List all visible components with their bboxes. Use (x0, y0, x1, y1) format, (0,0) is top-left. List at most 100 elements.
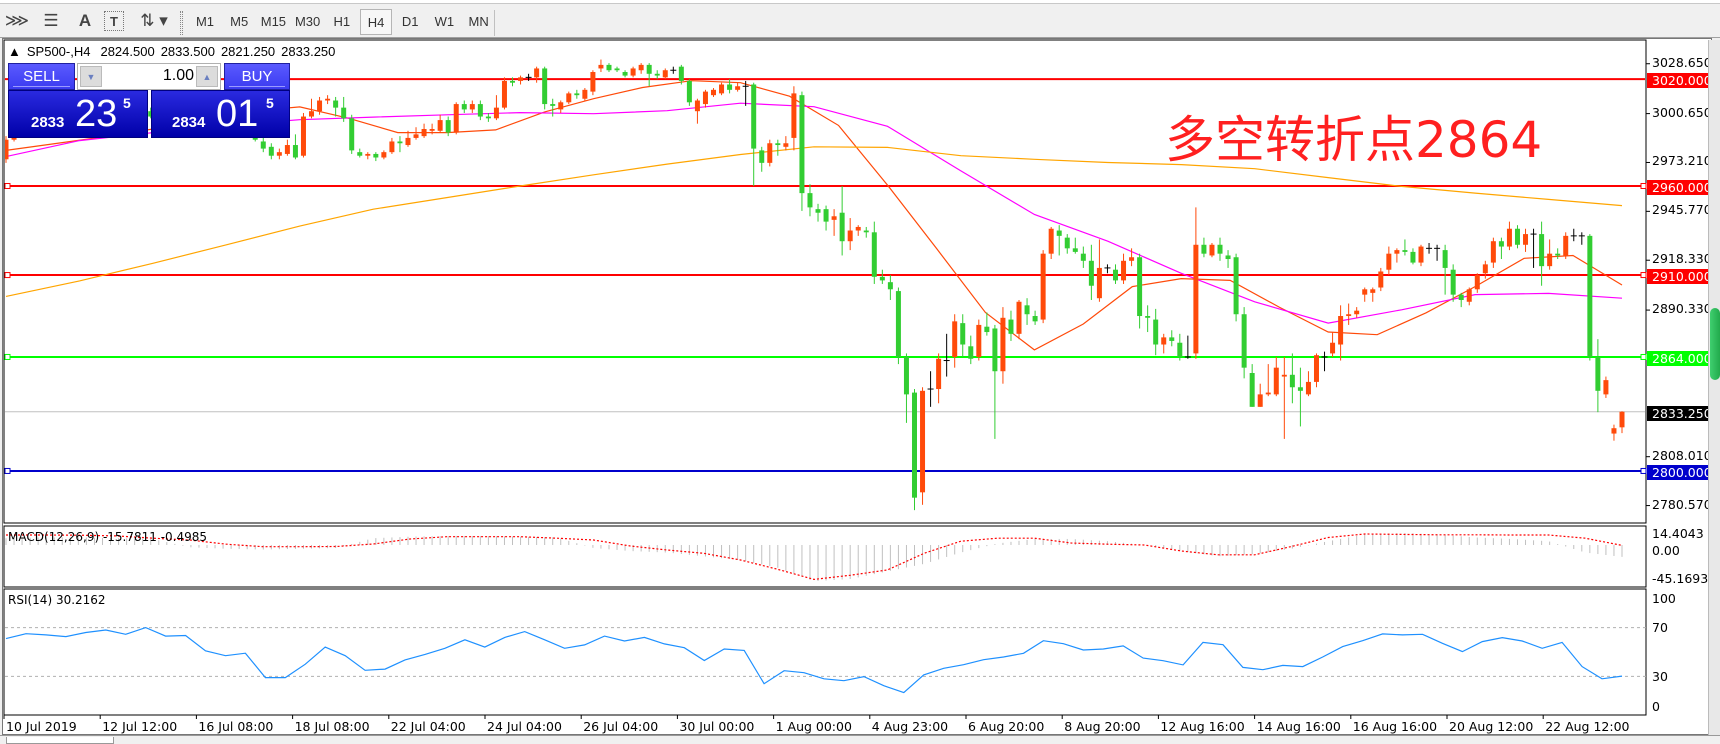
candle (984, 312, 990, 336)
candle (735, 82, 741, 92)
candle (630, 66, 636, 78)
macd-plot (5, 533, 1623, 581)
toolbar-grip[interactable] (180, 11, 183, 35)
text-label-icon[interactable]: T (104, 11, 124, 31)
timeframe-m1[interactable]: M1 (195, 14, 215, 29)
candle (622, 70, 628, 78)
candle-body (646, 64, 652, 74)
candle-body (887, 282, 893, 290)
elliott-wave-icon[interactable]: ⋙ (4, 11, 30, 30)
scrollbar-thumb[interactable] (1710, 308, 1720, 380)
candle (1072, 237, 1078, 254)
candle-body (847, 230, 853, 242)
time-axis-label: 26 Jul 04:00 (583, 719, 659, 734)
buy-button[interactable]: BUY (224, 63, 290, 90)
candle-body (614, 68, 620, 71)
price-axis-label: 2890.330 (1652, 301, 1712, 317)
lot-size-input[interactable]: 1.00 (162, 67, 194, 84)
buy-price-box[interactable]: 2834 01 5 (151, 90, 290, 138)
candle (1330, 332, 1336, 357)
candle (1514, 225, 1520, 249)
fibonacci-icon[interactable]: ☰ (43, 11, 59, 30)
candle-body (1241, 314, 1247, 368)
candle (381, 150, 387, 160)
candle-body (1402, 250, 1408, 252)
candle-body (727, 84, 733, 90)
candle (325, 95, 331, 105)
candle (268, 143, 274, 160)
vertical-scrollbar[interactable] (1708, 40, 1720, 735)
candle-body (1088, 260, 1094, 286)
time-axis-label: 8 Aug 20:00 (1064, 719, 1141, 734)
candle (1217, 237, 1223, 261)
candle-body (630, 68, 636, 76)
candle (694, 98, 700, 124)
macd-axis-label: 14.4043 (1652, 526, 1704, 541)
timeframe-m5[interactable]: M5 (230, 14, 249, 29)
candle-body (1289, 374, 1295, 388)
timeframe-d1[interactable]: D1 (401, 14, 419, 29)
collapse-triangle-icon[interactable]: ▲ (8, 44, 21, 59)
candle (887, 275, 893, 300)
candle (702, 89, 708, 108)
candle (413, 127, 419, 140)
timeframe-mn[interactable]: MN (468, 14, 489, 29)
line-anchor-handle (1640, 183, 1647, 189)
candle (469, 100, 475, 113)
rsi-axis-label: 70 (1652, 620, 1668, 635)
candle (349, 114, 355, 154)
lot-size-stepper[interactable]: ▼ 1.00 ▲ (77, 63, 221, 90)
candle (839, 186, 845, 256)
candle (1096, 239, 1102, 302)
arrows-dropdown-icon[interactable]: ⇅ ▾ (140, 11, 168, 30)
candle-body (1305, 381, 1311, 395)
candle (397, 136, 403, 153)
decrease-lot-icon[interactable]: ▼ (80, 66, 102, 87)
timeframe-h4[interactable]: H4 (360, 9, 392, 35)
line-anchor-handle (1640, 467, 1647, 474)
sell-button[interactable]: SELL (8, 63, 75, 90)
candle-body (1153, 319, 1159, 345)
candle-body (349, 118, 355, 151)
candle (333, 96, 339, 117)
timeframe-w1[interactable]: W1 (434, 14, 455, 29)
timeframe-h1[interactable]: H1 (333, 14, 351, 29)
candle-body (534, 68, 540, 78)
price-axis-label: 2945.770 (1652, 202, 1712, 218)
candle-body (493, 107, 499, 119)
candle-body (397, 141, 403, 144)
timeframe-m15[interactable]: M15 (260, 14, 287, 29)
increase-lot-icon[interactable]: ▲ (196, 66, 218, 87)
candle-body (1506, 228, 1512, 247)
candle-body (5, 139, 9, 160)
candle-body (300, 116, 306, 156)
candle-body (365, 153, 371, 156)
candle-body (606, 64, 612, 71)
candle (1482, 260, 1488, 279)
text-icon[interactable]: A (78, 11, 92, 30)
candle (1169, 330, 1175, 347)
candle-body (1442, 250, 1448, 268)
candle (1474, 273, 1480, 293)
candle-body (751, 84, 757, 149)
candle (300, 112, 306, 158)
candle (847, 218, 853, 251)
candle (936, 353, 942, 404)
candle-body (1209, 244, 1215, 256)
timeframe-m30[interactable]: M30 (294, 14, 321, 29)
candle (719, 82, 725, 96)
candle (1490, 237, 1496, 268)
candle-body (1330, 342, 1336, 354)
sell-price-box[interactable]: 2833 23 5 (8, 90, 148, 138)
candle-body (1378, 271, 1384, 288)
candle (1450, 264, 1456, 302)
candle (1193, 207, 1199, 359)
candle-body (566, 93, 572, 103)
candle (1305, 371, 1311, 397)
candle (952, 314, 958, 368)
candle (815, 203, 821, 222)
candle-body (1474, 275, 1480, 290)
candle (1611, 424, 1617, 441)
candle (574, 89, 580, 99)
